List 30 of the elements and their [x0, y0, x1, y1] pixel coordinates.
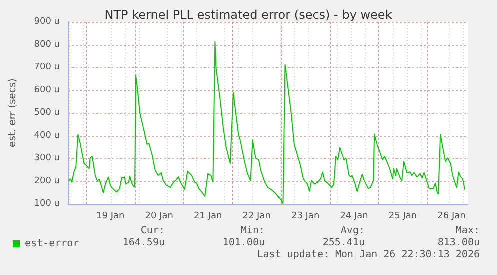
y-tick-label: 600 u: [34, 85, 60, 96]
x-tick-label: 20 Jan: [145, 212, 174, 222]
y-tick-label: 500 u: [34, 108, 60, 118]
text: 813.00u: [438, 238, 480, 248]
text: Last update: Mon Jan 26 22:30:13 2026: [257, 250, 480, 260]
text: 101.00u: [222, 238, 265, 248]
legend-label: est-error: [25, 238, 80, 250]
x-tick-label: 24 Jan: [340, 212, 368, 222]
y-tick-label: 700 u: [34, 62, 60, 72]
text: Min:: [240, 226, 265, 236]
x-tick-label: 21 Jan: [194, 212, 222, 222]
text: Avg:: [340, 226, 365, 236]
chart-title: NTP kernel PLL estimated error (secs) - by week: [104, 8, 392, 22]
y-tick-label: 300 u: [34, 154, 60, 164]
text: Max:: [456, 226, 480, 236]
y-tick-label: 400 u: [34, 130, 60, 141]
y-tick-label: 900 u: [34, 17, 60, 27]
y-axis-title: est. err (secs): [8, 78, 18, 148]
x-tick-label: 25 Jan: [388, 212, 418, 222]
y-tick-label: 200 u: [34, 176, 60, 186]
x-tick-label: 22 Jan: [242, 212, 271, 222]
y-tick-label: 800 u: [34, 40, 60, 50]
x-tick-label: 23 Jan: [291, 212, 320, 222]
line-series: [68, 41, 466, 204]
y-tick-label: 100 u: [34, 199, 60, 209]
text: 255.41u: [322, 238, 365, 248]
text: Cur:: [140, 226, 165, 236]
text: 164.59u: [122, 238, 165, 248]
x-tick-label: 19 Jan: [96, 212, 125, 222]
x-tick-label: 26 Jan: [438, 212, 466, 222]
